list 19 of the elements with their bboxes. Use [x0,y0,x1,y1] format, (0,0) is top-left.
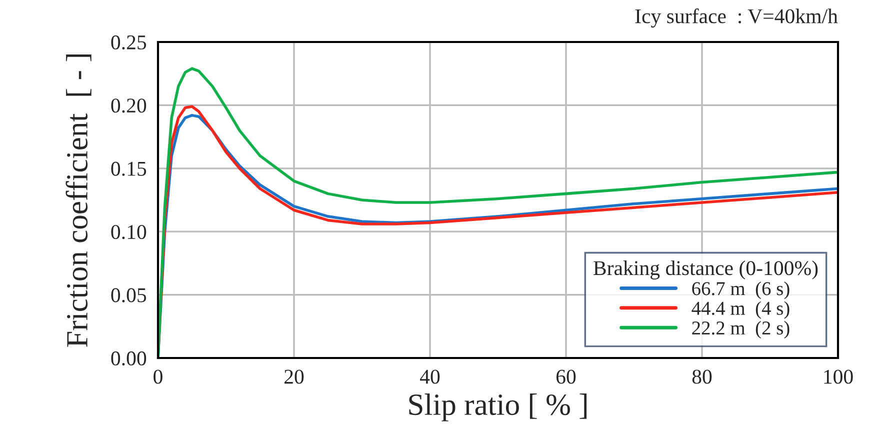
legend-title: Braking distance (0-100%) [594,260,818,280]
x-tick-label: 80 [692,370,712,384]
y-tick-label: 0.20 [111,98,146,113]
text: Icy surface : V=40km/h [635,8,838,28]
x-tick-label: 60 [556,370,576,384]
y-tick-label: 0.10 [111,224,146,240]
x-axis-title: Slip ratio [ % ] [409,394,587,422]
legend-label: 22.2 m (2 s) [692,320,790,339]
legend-label: 66.7 m (6 s) [692,282,790,300]
y-tick-label: 0.05 [111,288,146,302]
y-axis-title: Friction coefficient [ - ] [66,54,92,347]
legend-label: 44.4 m (4 s) [692,301,790,319]
x-tick-label: 0 [154,370,162,384]
x-tick-label: 40 [420,370,440,384]
y-tick-label: 0.00 [111,351,146,366]
x-tick-label: 20 [284,370,304,384]
y-tick-label: 0.25 [111,35,146,50]
y-tick-label: 0.15 [111,162,146,176]
x-tick-label: 100 [824,370,853,384]
